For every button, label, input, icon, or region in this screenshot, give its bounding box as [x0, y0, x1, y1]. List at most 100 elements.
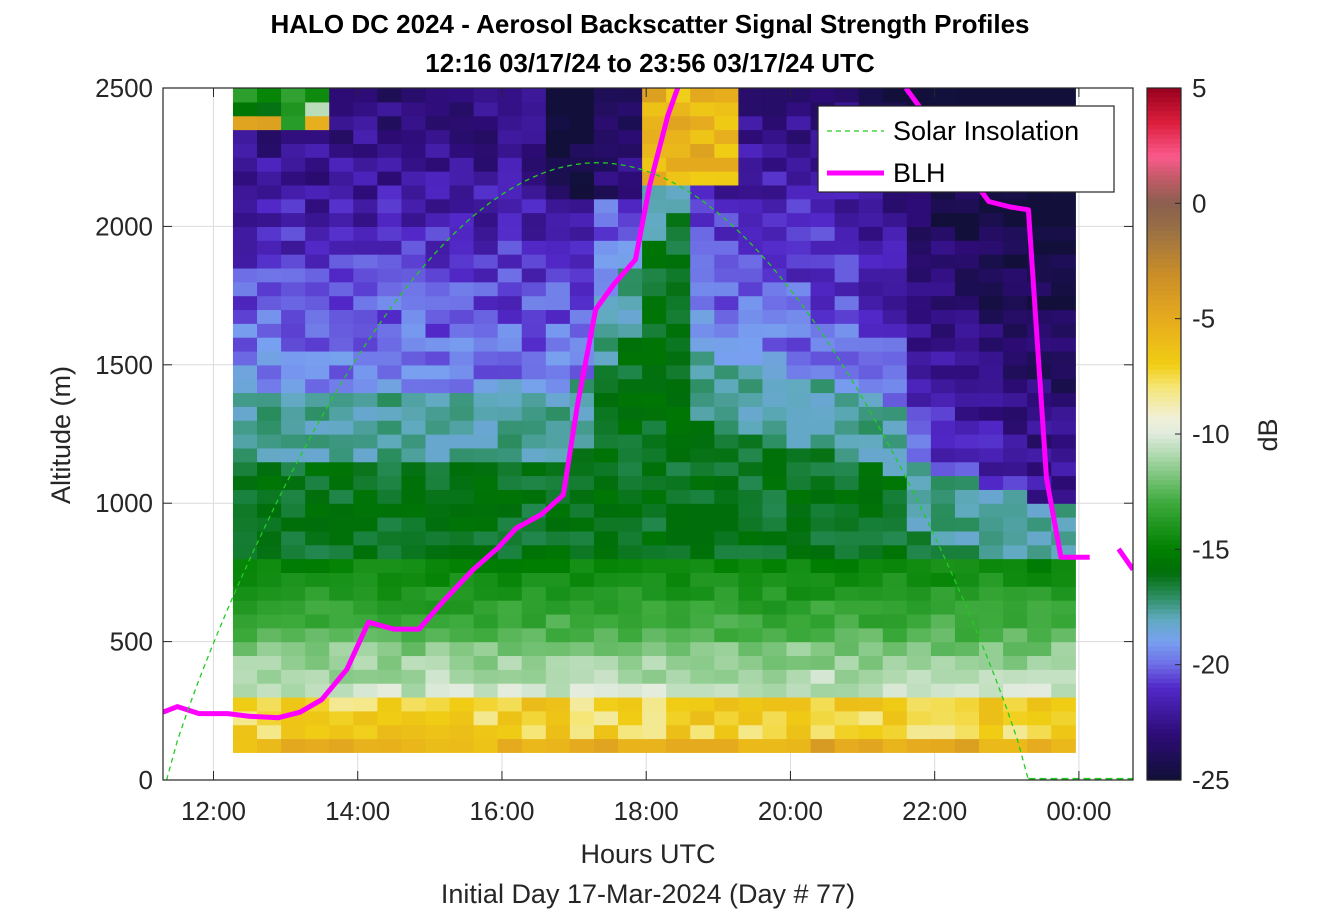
heatmap-cell [329, 461, 354, 477]
heatmap-cell [642, 323, 667, 338]
heatmap-cell [714, 88, 739, 103]
colorbar-segment [1147, 507, 1181, 514]
heatmap-cell [521, 600, 547, 615]
heatmap-cell [401, 447, 427, 463]
heatmap-cell [305, 517, 330, 532]
heatmap-cell [642, 738, 667, 753]
heatmap-cell [979, 226, 1004, 241]
heatmap-cell [425, 655, 451, 670]
heatmap-cell [545, 143, 571, 158]
heatmap-cell [521, 378, 547, 394]
colorbar-segment [1147, 627, 1181, 633]
colorbar-tick-label: -20 [1192, 650, 1230, 680]
heatmap-cell [425, 530, 451, 546]
solar-insolation-line [165, 162, 1030, 780]
colorbar-segment [1147, 655, 1181, 661]
heatmap-cell [906, 226, 932, 241]
heatmap-cell [714, 530, 739, 546]
heatmap-cell [425, 503, 451, 518]
heatmap-cell [257, 461, 282, 477]
colorbar-segment [1147, 521, 1181, 527]
heatmap-cell [834, 475, 860, 490]
heatmap-cell [810, 710, 836, 726]
colorbar-segment [1147, 567, 1181, 573]
heatmap-cell [714, 558, 739, 573]
heatmap-cell [232, 475, 258, 490]
legend-label-solar: Solar Insolation [893, 116, 1079, 146]
heatmap-cell [569, 171, 595, 186]
colorbar-segment [1147, 180, 1181, 186]
heatmap-cell [762, 364, 788, 380]
heatmap-cell [930, 392, 956, 407]
heatmap-cell [954, 641, 980, 657]
heatmap-cell [690, 101, 715, 117]
colorbar-segment [1147, 636, 1181, 643]
heatmap-cell [858, 392, 884, 407]
heatmap-cell [954, 600, 980, 615]
heatmap-cell [882, 420, 908, 435]
heatmap-cell [329, 627, 354, 643]
heatmap-cell [738, 544, 764, 560]
heatmap-cell [762, 295, 788, 311]
colorbar-segment [1147, 549, 1181, 555]
heatmap-cell [545, 683, 571, 698]
heatmap-cell [353, 489, 378, 504]
heatmap-cell [1003, 88, 1028, 103]
heatmap-cell [666, 143, 691, 158]
heatmap-cell [834, 434, 860, 449]
heatmap-cell [569, 143, 595, 158]
colorbar-segment [1147, 724, 1181, 730]
heatmap-cell [497, 226, 523, 241]
y-tick-label: 1500 [95, 350, 153, 380]
heatmap-cell [642, 503, 667, 518]
colorbar-segment [1147, 88, 1181, 94]
heatmap-cell [762, 406, 788, 421]
heatmap-cell [497, 281, 523, 297]
heatmap-cell [377, 309, 403, 324]
heatmap-cell [377, 669, 403, 684]
heatmap-cell [786, 447, 812, 463]
heatmap-cell [810, 738, 836, 753]
heatmap-cell [377, 503, 403, 518]
heatmap-cell [329, 613, 354, 629]
heatmap-cell [762, 309, 788, 324]
heatmap-cell [232, 143, 258, 158]
heatmap-cell [473, 323, 499, 338]
heatmap-cell [1027, 558, 1052, 573]
heatmap-cell [449, 337, 475, 352]
heatmap-cell [1051, 683, 1076, 698]
heatmap-cell [593, 600, 619, 615]
heatmap-cell [858, 517, 884, 532]
heatmap-cell [545, 267, 571, 283]
heatmap-cell [257, 240, 282, 255]
heatmap-cell [521, 530, 547, 546]
heatmap-cell [257, 364, 282, 380]
heatmap-cell [257, 309, 282, 324]
heatmap-cell [979, 738, 1004, 753]
heatmap-cell [1003, 226, 1028, 241]
heatmap-cell [593, 171, 619, 186]
heatmap-cell [1027, 710, 1052, 726]
heatmap-cell [449, 254, 475, 269]
heatmap-cell [329, 586, 354, 601]
heatmap-cell [786, 198, 812, 214]
heatmap-cell [786, 710, 812, 726]
colorbar-segment [1147, 461, 1181, 467]
heatmap-cell [521, 613, 547, 629]
heatmap-cell [425, 171, 451, 186]
heatmap-cell [810, 530, 836, 546]
heatmap-cell [1003, 724, 1028, 740]
colorbar-segment [1147, 484, 1181, 490]
heatmap-cell [882, 267, 908, 283]
heatmap-cell [738, 683, 764, 698]
heatmap-cell [882, 198, 908, 214]
heatmap-cell [1003, 683, 1028, 698]
heatmap-cell [545, 544, 571, 560]
heatmap-cell [232, 157, 258, 172]
heatmap-cell [882, 572, 908, 587]
colorbar-segment [1147, 743, 1181, 749]
heatmap-cell [834, 641, 860, 657]
heatmap-cell [882, 724, 908, 740]
heatmap-cell [257, 129, 282, 144]
heatmap-cell [786, 544, 812, 560]
